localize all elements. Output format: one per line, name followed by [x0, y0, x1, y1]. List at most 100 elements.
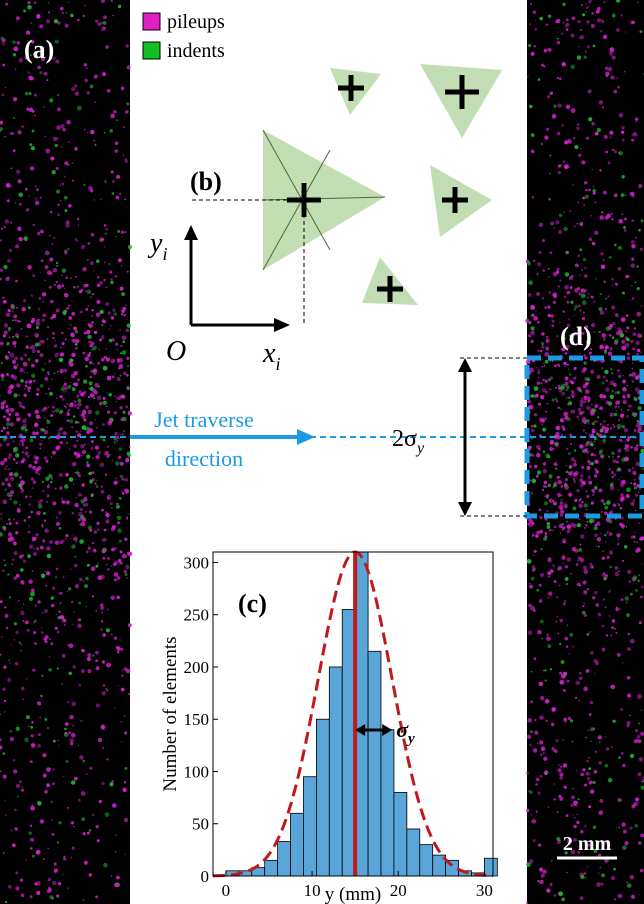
particle [640, 595, 643, 599]
particle [625, 601, 628, 604]
legend-text: pileups [167, 11, 225, 33]
particle [42, 753, 47, 758]
particle [539, 879, 544, 885]
particle [119, 461, 124, 466]
particle [82, 759, 86, 763]
indents [263, 64, 502, 305]
particle [592, 189, 596, 193]
particle [43, 456, 48, 461]
particle [67, 701, 70, 704]
particle [124, 231, 127, 234]
particle [121, 432, 125, 436]
particle [562, 526, 566, 530]
particle [549, 668, 553, 671]
particle [623, 217, 627, 221]
particle [602, 259, 605, 261]
bar [393, 791, 408, 877]
particle [625, 494, 630, 499]
particle [15, 279, 18, 283]
particle [574, 498, 578, 502]
particle [104, 473, 108, 476]
particle [575, 680, 581, 686]
particle [51, 833, 55, 837]
particle [25, 446, 29, 450]
particle [527, 76, 529, 78]
particle [55, 280, 58, 284]
particle [547, 313, 551, 318]
particle [541, 297, 544, 300]
y-tick-label: 300 [184, 553, 210, 572]
particle [115, 397, 118, 400]
particle [627, 647, 631, 652]
particle [615, 331, 621, 336]
particle [615, 0, 621, 3]
particle [56, 630, 60, 634]
particle [568, 492, 573, 497]
particle [71, 600, 74, 604]
particle [603, 572, 606, 575]
particle [566, 524, 572, 529]
particle [64, 405, 66, 408]
particle [588, 518, 594, 524]
particle [611, 285, 614, 287]
particle [620, 317, 626, 323]
particle [621, 440, 623, 443]
particle [101, 660, 106, 664]
particle [629, 638, 635, 644]
particle [544, 135, 549, 140]
particle [49, 42, 52, 45]
particle [15, 521, 19, 525]
particle [561, 391, 566, 396]
particle [579, 543, 582, 546]
particle [547, 806, 550, 809]
particle [563, 562, 565, 564]
particle [623, 71, 626, 73]
particle [87, 353, 91, 358]
particle [41, 525, 44, 528]
particle [93, 530, 97, 534]
particle [599, 215, 604, 220]
particle [570, 572, 572, 575]
particle [579, 676, 583, 680]
particle [65, 534, 69, 538]
particle [594, 230, 599, 235]
particle [536, 470, 542, 475]
particle [540, 517, 542, 519]
particle [89, 376, 91, 378]
particle [613, 473, 617, 477]
particle [70, 568, 72, 571]
particle [126, 323, 131, 328]
particle [92, 363, 95, 365]
particle [551, 859, 553, 862]
particle [39, 196, 42, 199]
particle [632, 347, 636, 351]
particle [629, 714, 631, 717]
particle [69, 419, 74, 424]
particle [62, 431, 67, 436]
particle [72, 825, 75, 828]
particle [81, 648, 85, 653]
particle [26, 323, 32, 329]
particle [14, 345, 17, 348]
particle [586, 520, 589, 523]
particle [2, 752, 6, 755]
particle [82, 415, 86, 419]
x-tick-label: 0 [222, 881, 231, 900]
particle [120, 230, 124, 235]
particle [56, 93, 60, 97]
particle [598, 307, 603, 312]
particle [8, 453, 13, 457]
particle [614, 405, 618, 409]
particle [4, 488, 7, 491]
particle [537, 879, 540, 883]
particle [607, 295, 610, 298]
particle [599, 455, 601, 457]
particle [102, 396, 106, 400]
particle [68, 671, 72, 676]
particle [21, 489, 25, 492]
particle [87, 546, 91, 550]
particle [625, 526, 628, 528]
particle [617, 502, 619, 505]
particle [574, 288, 579, 293]
particle [122, 787, 127, 793]
